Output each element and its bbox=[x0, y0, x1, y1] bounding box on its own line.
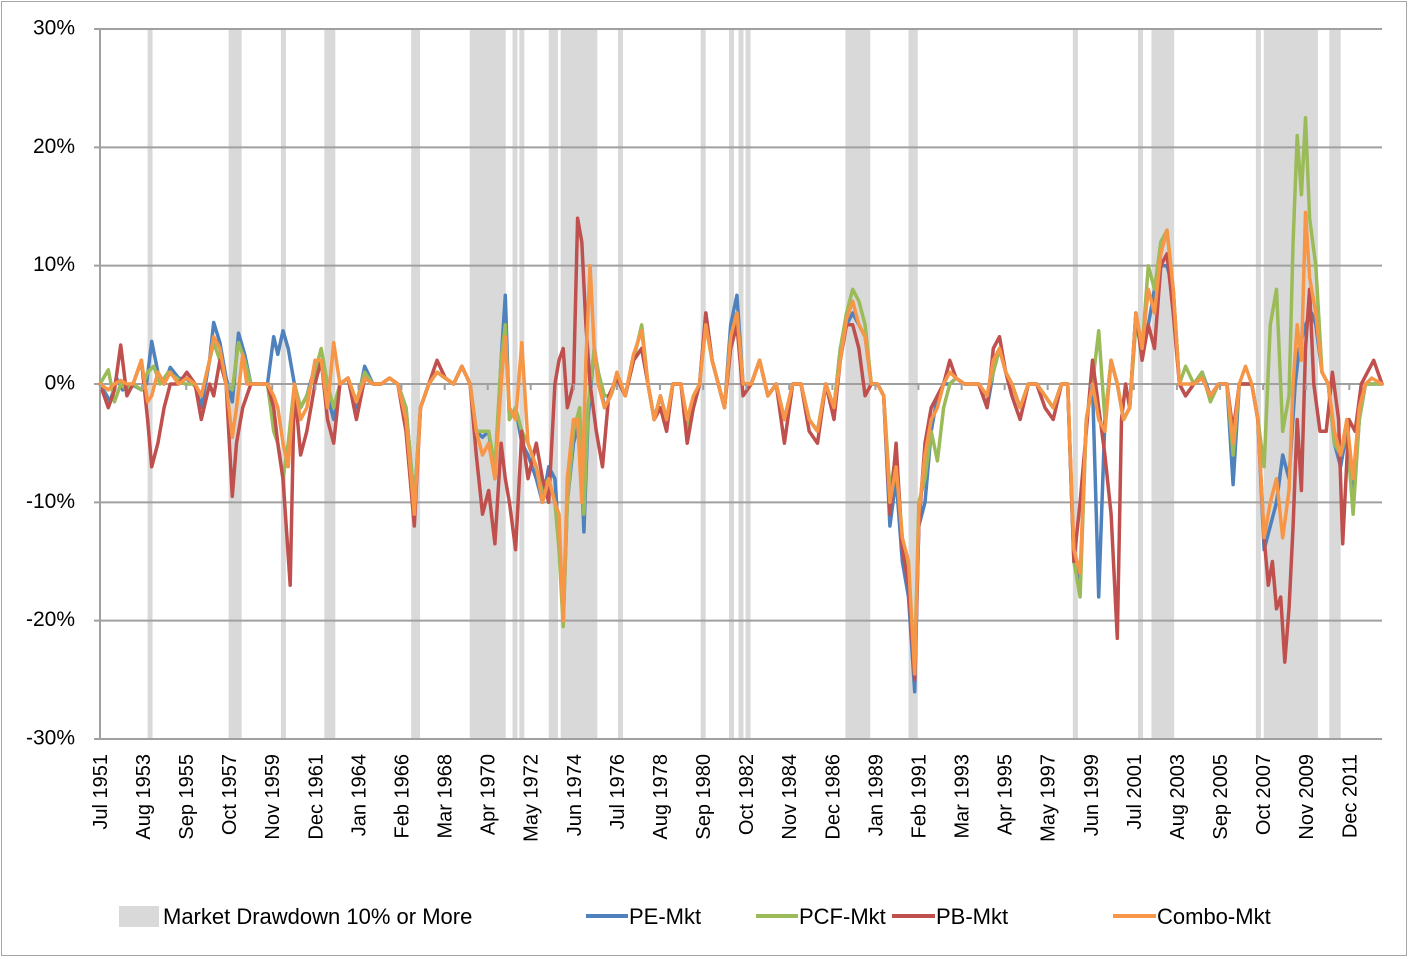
legend-label-pb: PB-Mkt bbox=[936, 904, 1008, 929]
x-tick-label: Dec 1961 bbox=[305, 754, 327, 840]
y-tick-label: 20% bbox=[33, 135, 75, 158]
series-line-combo-mkt bbox=[98, 210, 1384, 676]
y-tick-label: 0% bbox=[45, 372, 75, 395]
x-tick-label: Jul 1951 bbox=[90, 754, 112, 830]
x-tick-label: Apr 1995 bbox=[995, 754, 1017, 835]
x-tick-label: Aug 1953 bbox=[133, 754, 155, 840]
x-tick-label: Aug 1978 bbox=[650, 754, 672, 840]
x-tick-label: Nov 1984 bbox=[779, 754, 801, 840]
x-tick-label: Nov 1959 bbox=[262, 754, 284, 840]
x-tick-label: Jul 1976 bbox=[607, 754, 629, 830]
x-tick-label: Mar 1968 bbox=[435, 754, 457, 839]
x-tick-label: May 1997 bbox=[1038, 754, 1060, 842]
legend-label-pe: PE-Mkt bbox=[629, 904, 701, 929]
x-tick-label: Jun 1999 bbox=[1081, 754, 1103, 836]
x-tick-label: Feb 1966 bbox=[391, 754, 413, 839]
legend: Market Drawdown 10% or More PE-Mkt PCF-M… bbox=[119, 904, 1271, 929]
x-tick-label: Dec 2011 bbox=[1339, 754, 1361, 838]
x-tick-label: May 1972 bbox=[521, 754, 543, 842]
x-tick-labels: Jul 1951 Aug 1953 Sep 1955 Oct 1957 Nov 1959… bbox=[90, 384, 1361, 842]
x-tick-label: Feb 1991 bbox=[908, 754, 930, 839]
x-tick-label: Dec 1986 bbox=[822, 754, 844, 840]
x-tick-label: Jan 1964 bbox=[348, 754, 370, 836]
x-tick-label: Oct 2007 bbox=[1253, 754, 1275, 835]
x-tick-label: Sep 2005 bbox=[1210, 754, 1232, 840]
legend-label-combo: Combo-Mkt bbox=[1157, 904, 1271, 929]
x-tick-label: Mar 1993 bbox=[952, 754, 974, 839]
x-tick-label: Oct 1957 bbox=[219, 754, 241, 835]
legend-swatch-drawdown bbox=[119, 906, 159, 927]
x-tick-label: Oct 1982 bbox=[736, 754, 758, 835]
y-tick-label: -20% bbox=[26, 608, 75, 631]
x-tick-label: Sep 1980 bbox=[693, 754, 715, 840]
x-tick-label: Sep 1955 bbox=[176, 754, 198, 840]
x-tick-label: Nov 2009 bbox=[1296, 754, 1318, 840]
y-tick-label: -10% bbox=[26, 490, 75, 513]
x-tick-label: Jan 1989 bbox=[865, 754, 887, 836]
x-tick-label: Apr 1970 bbox=[478, 754, 500, 835]
x-tick-label: Jul 2001 bbox=[1124, 754, 1146, 830]
y-tick-label: -30% bbox=[26, 727, 75, 750]
y-tick-label: 10% bbox=[33, 253, 75, 276]
y-tick-label: 30% bbox=[33, 17, 75, 40]
legend-label-drawdown: Market Drawdown 10% or More bbox=[163, 904, 472, 929]
legend-label-pcf: PCF-Mkt bbox=[799, 904, 886, 929]
x-tick-label: Jun 1974 bbox=[564, 754, 586, 836]
x-tick-label: Aug 2003 bbox=[1167, 754, 1189, 840]
y-tick-labels: 30% 20% 10% 0% -10% -20% -30% bbox=[26, 17, 75, 750]
